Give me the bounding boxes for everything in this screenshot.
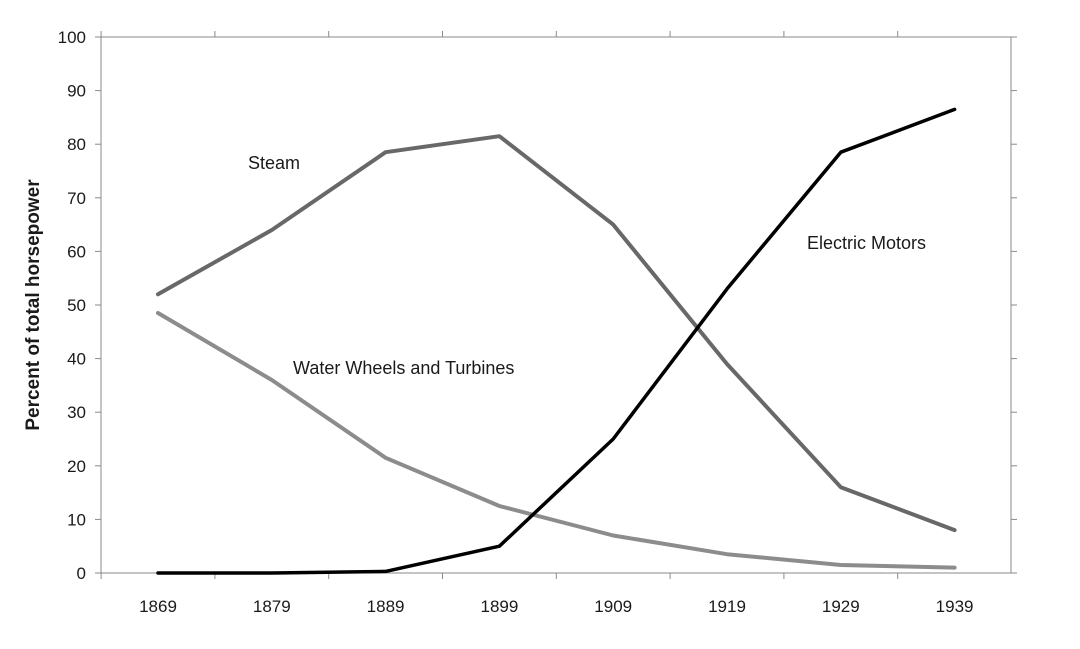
y-tick-label: 30 <box>67 403 86 422</box>
y-tick-label: 20 <box>67 457 86 476</box>
y-axis-title: Percent of total horsepower <box>23 179 44 431</box>
x-tick-label: 1899 <box>480 597 518 616</box>
series-labels: Steam Water Wheels and Turbines Electric… <box>248 153 926 378</box>
y-tick-label: 0 <box>77 564 86 583</box>
series-lines <box>156 107 957 575</box>
y-tick-label: 10 <box>67 510 86 529</box>
y-axis: 0 10 20 30 40 50 60 70 80 90 100 <box>58 28 1017 583</box>
x-tick-label: 1919 <box>708 597 746 616</box>
series-line-steam <box>156 134 957 533</box>
series-line-water-wheels-and-turbines <box>156 311 957 570</box>
series-label-steam: Steam <box>248 153 300 173</box>
y-tick-label: 40 <box>67 350 86 369</box>
y-tick-label: 50 <box>67 296 86 315</box>
x-axis: 1869 1879 1889 1899 1909 1919 1929 1939 <box>100 31 974 616</box>
plot-area <box>100 36 1012 574</box>
x-tick-label: 1879 <box>253 597 291 616</box>
y-tick-label: 100 <box>58 28 86 47</box>
x-tick-label: 1869 <box>139 597 177 616</box>
y-tick-label: 70 <box>67 189 86 208</box>
x-tick-label: 1939 <box>936 597 974 616</box>
x-tick-label: 1889 <box>367 597 405 616</box>
series-label-water-wheels: Water Wheels and Turbines <box>293 358 514 378</box>
x-tick-label: 1929 <box>822 597 860 616</box>
series-label-electric-motors: Electric Motors <box>807 233 926 253</box>
series-line-electric-motors <box>156 107 957 575</box>
x-tick-label: 1909 <box>594 597 632 616</box>
y-tick-label: 80 <box>67 135 86 154</box>
y-tick-label: 90 <box>67 82 86 101</box>
y-tick-label: 60 <box>67 242 86 261</box>
